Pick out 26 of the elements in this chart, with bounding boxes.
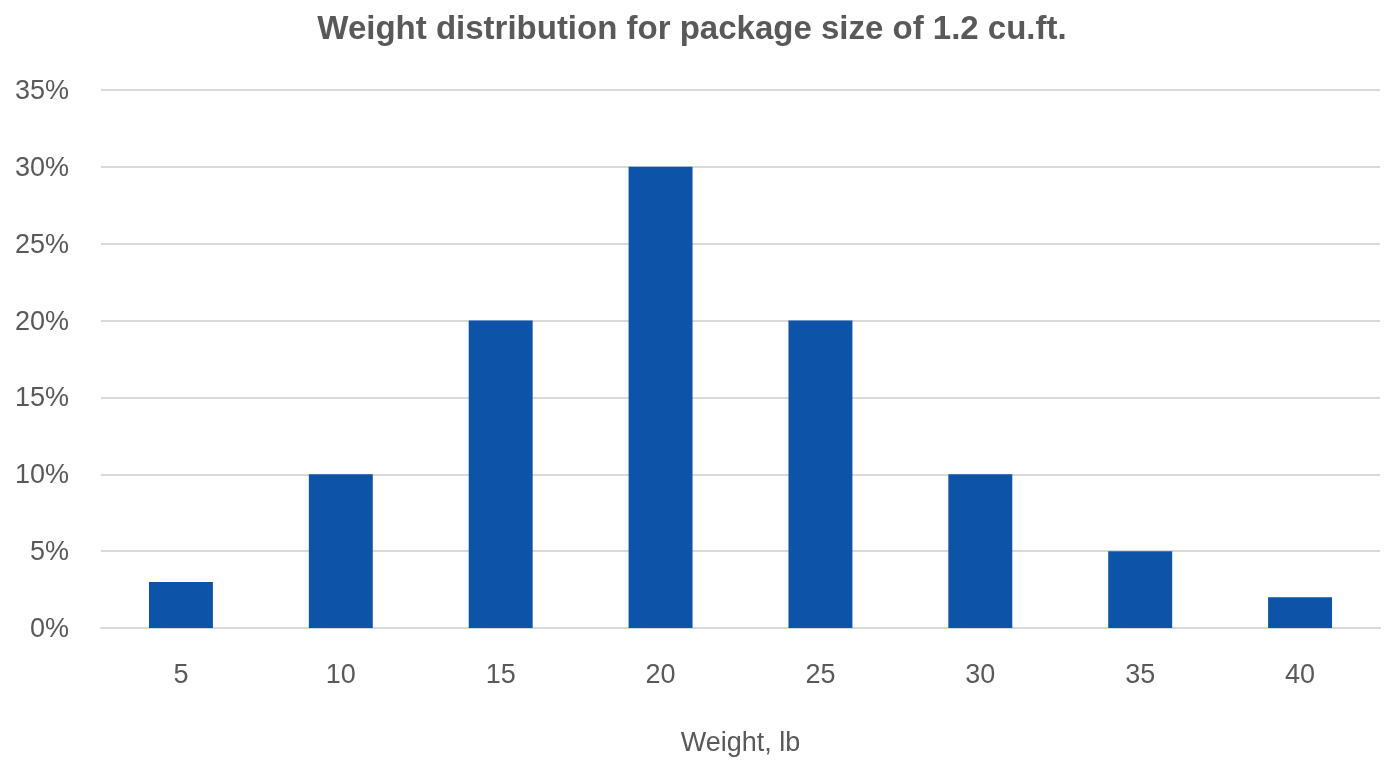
y-tick-label: 5%: [29, 536, 69, 567]
bar: [948, 474, 1013, 628]
x-tick-label: 15: [485, 658, 516, 689]
bar: [788, 320, 853, 628]
x-tick-label: 40: [1285, 658, 1316, 689]
y-tick-label: 35%: [14, 75, 69, 105]
x-axis-title: Weight, lb: [680, 726, 801, 757]
x-tick-label: 35: [1125, 658, 1156, 689]
bar: [628, 166, 693, 628]
x-tick-label: 5: [173, 658, 189, 689]
bar: [1268, 597, 1333, 628]
x-tick-label: 10: [325, 658, 356, 689]
bar: [308, 474, 373, 628]
x-tick-label: 30: [965, 658, 996, 689]
y-tick-label: 15%: [14, 382, 69, 413]
y-tick-label: 10%: [14, 459, 69, 490]
y-tick-label: 30%: [14, 151, 69, 182]
y-tick-label: 0%: [29, 613, 69, 643]
bar: [1108, 551, 1173, 628]
x-tick-label: 25: [805, 658, 836, 689]
y-tick-label: 25%: [14, 228, 69, 259]
x-tick-label: 20: [645, 658, 676, 689]
y-tick-label: 20%: [14, 305, 69, 336]
bar: [148, 581, 213, 628]
bar: [468, 320, 533, 628]
chart-title: Weight distribution for package size of 1.2 cu.ft.: [317, 9, 1067, 46]
